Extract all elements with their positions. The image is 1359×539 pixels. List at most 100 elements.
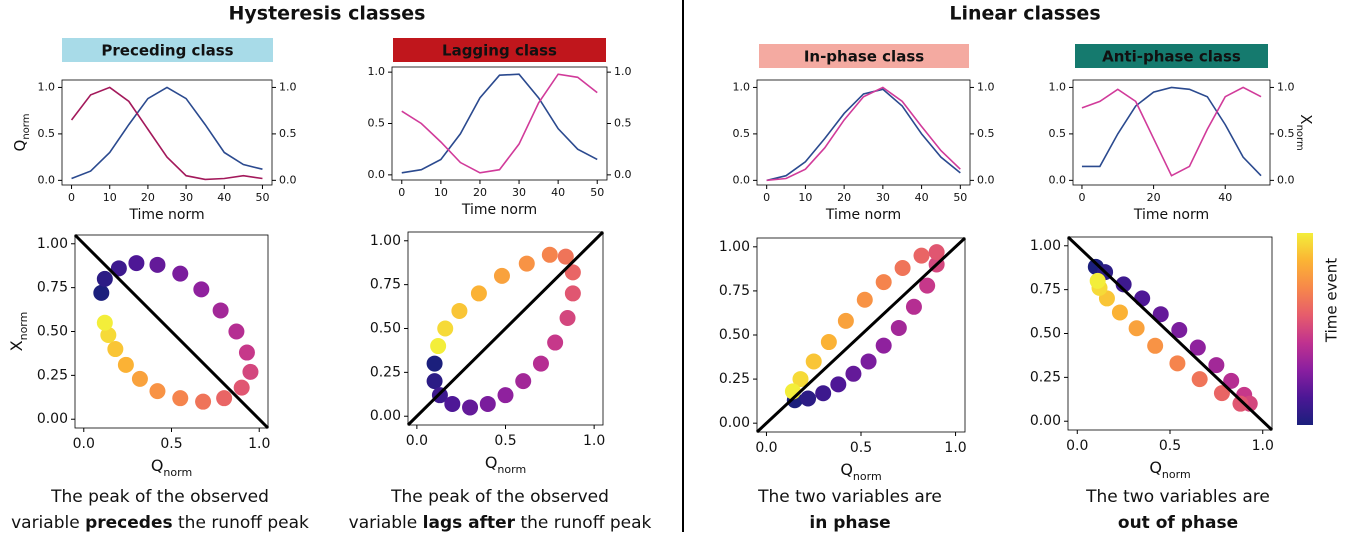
class-label-box xyxy=(759,44,969,68)
caption-text: the runoff peak xyxy=(172,513,309,533)
point xyxy=(515,373,532,390)
y2-tick-label: 1.0 xyxy=(977,80,995,93)
x-tick-label: 20 xyxy=(473,186,487,199)
y-axis-label: Qnorm xyxy=(11,114,32,152)
y-tick-label: 0.00 xyxy=(1030,413,1061,429)
point xyxy=(426,373,443,390)
caption-text: The two variables are xyxy=(758,487,942,507)
point xyxy=(820,334,837,351)
point xyxy=(1208,357,1225,374)
point xyxy=(894,259,911,276)
x-axis-label-sub: norm xyxy=(163,466,192,479)
class-label: Anti-phase class xyxy=(1102,48,1241,66)
colorbar-label: Time event xyxy=(1323,258,1341,343)
y-tick-label: 0.50 xyxy=(37,324,68,340)
x-tick-label: 0.5 xyxy=(494,433,516,449)
y-tick-label: 1.0 xyxy=(38,80,56,93)
caption: The peak of the observed variable lags af… xyxy=(330,484,670,536)
point xyxy=(172,265,189,282)
point xyxy=(518,255,535,272)
x-tick-label: 0 xyxy=(763,191,770,204)
y2-tick-label: 1.0 xyxy=(614,65,632,78)
x-tick-label: 0.0 xyxy=(1066,438,1088,454)
section-title: Linear classes xyxy=(949,3,1100,25)
y-tick-label: 0.25 xyxy=(719,371,750,387)
y-tick-label: 0.0 xyxy=(368,168,386,181)
x-axis-label-main: Q xyxy=(840,460,853,479)
point xyxy=(470,285,487,302)
x-tick-label: 1.0 xyxy=(248,436,270,452)
point xyxy=(96,270,113,287)
point xyxy=(860,353,877,370)
plot-frame xyxy=(391,66,608,181)
point xyxy=(845,365,862,382)
y2-axis-label: Xnorm xyxy=(1295,114,1316,150)
diagonal xyxy=(73,233,270,430)
diagonal xyxy=(1066,235,1274,432)
y-axis-label-main: X xyxy=(7,340,26,351)
x-tick-label: 1.0 xyxy=(583,433,605,449)
caption-line: variable lags after the runoff peak xyxy=(330,510,670,536)
point xyxy=(128,255,145,272)
x-axis-label: Time norm xyxy=(825,207,901,223)
point xyxy=(890,319,907,336)
series-line xyxy=(401,73,598,174)
caption-text: in phase xyxy=(809,513,891,533)
y2-tick-label: 0.5 xyxy=(1277,127,1295,140)
point xyxy=(149,256,166,273)
y2-tick-label: 1.0 xyxy=(279,80,297,93)
point xyxy=(1147,337,1164,354)
caption-text: The two variables are xyxy=(1086,487,1270,507)
x-tick-label: 50 xyxy=(953,191,967,204)
x-axis-label: Time norm xyxy=(461,202,537,218)
y-axis-label: Xnorm xyxy=(7,312,30,352)
x-tick-label: 10 xyxy=(798,191,812,204)
x-tick-label: 0.0 xyxy=(755,440,777,456)
series-line xyxy=(70,86,263,181)
point xyxy=(426,355,443,372)
class-label-box xyxy=(62,38,273,62)
point xyxy=(96,314,113,331)
plot-frame xyxy=(756,79,971,186)
class-label: Preceding class xyxy=(101,42,233,60)
y2-tick-label: 0.0 xyxy=(279,173,297,186)
diagonal xyxy=(406,230,605,427)
point xyxy=(856,291,873,308)
caption-line: in phase xyxy=(680,510,1020,536)
y2-tick-label: 0.5 xyxy=(977,127,995,140)
point xyxy=(107,341,124,358)
y2-axis-label-sub: norm xyxy=(1295,125,1306,151)
point xyxy=(792,371,809,388)
point xyxy=(212,302,229,319)
point xyxy=(1152,306,1169,323)
series-line xyxy=(401,73,598,174)
point xyxy=(1223,372,1240,389)
x-tick-label: 20 xyxy=(1147,191,1161,204)
x-tick-label: 0.0 xyxy=(73,436,95,452)
y-tick-label: 0.50 xyxy=(719,327,750,343)
y-tick-label: 0.0 xyxy=(38,173,56,186)
caption-text: variable xyxy=(348,513,423,533)
y-tick-label: 0.00 xyxy=(370,408,401,424)
point xyxy=(228,323,245,340)
x-axis-label-sub: norm xyxy=(1162,468,1191,481)
x-tick-label: 0.5 xyxy=(160,436,182,452)
x-tick-label: 0 xyxy=(398,186,405,199)
point xyxy=(875,274,892,291)
point xyxy=(1115,276,1132,293)
x-tick-label: 40 xyxy=(217,191,231,204)
caption-line: out of phase xyxy=(1008,510,1348,536)
point xyxy=(905,298,922,315)
point xyxy=(131,370,148,387)
y-tick-label: 0.50 xyxy=(1030,326,1061,342)
y-tick-label: 0.5 xyxy=(733,127,751,140)
point xyxy=(100,327,117,344)
point xyxy=(238,344,255,361)
caption-line: variable precedes the runoff peak xyxy=(0,510,330,536)
point xyxy=(1128,320,1145,337)
x-tick-label: 30 xyxy=(512,186,526,199)
point xyxy=(564,285,581,302)
x-axis-label-main: Q xyxy=(151,456,164,475)
